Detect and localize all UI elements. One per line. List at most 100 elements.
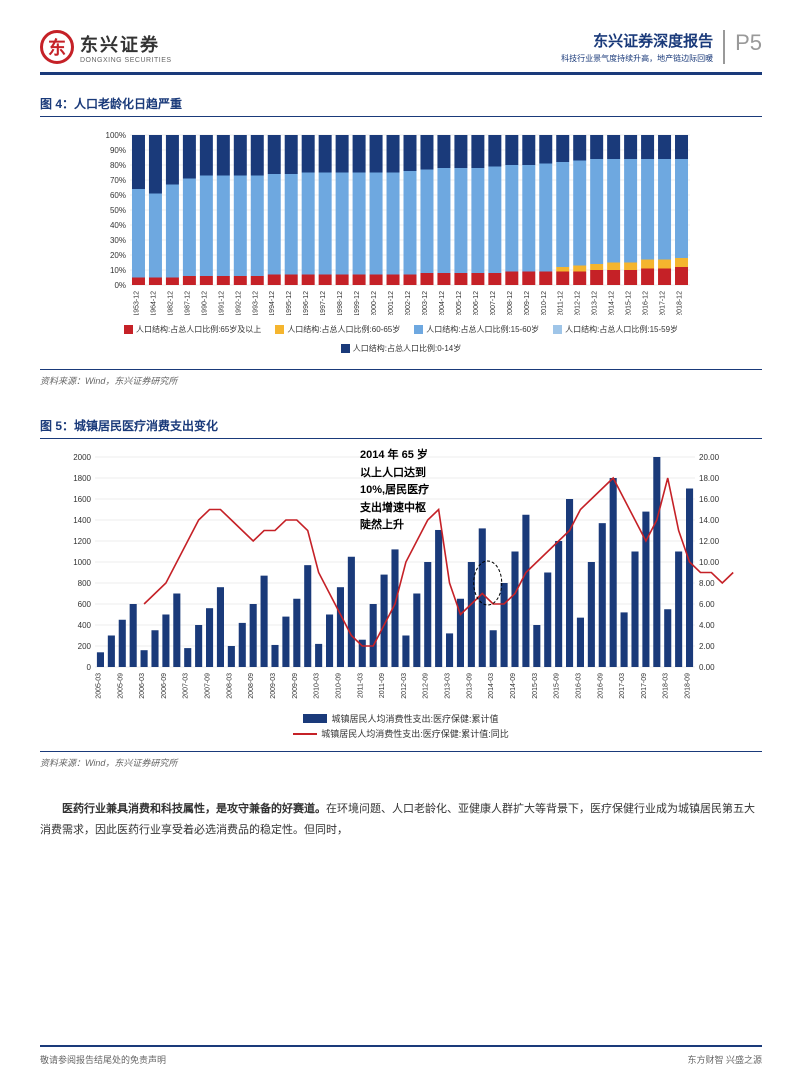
svg-text:4.00: 4.00 <box>699 621 715 630</box>
svg-text:400: 400 <box>78 621 92 630</box>
svg-text:1991-12: 1991-12 <box>218 291 225 315</box>
fig5-legend: 城镇居民人均消费性支出:医疗保健:累计值城镇居民人均消费性支出:医疗保健:累计值… <box>40 712 762 740</box>
fig4-chart: 0%10%20%30%40%50%60%70%80%90%100%1953-12… <box>40 125 762 365</box>
svg-text:2007-12: 2007-12 <box>490 291 497 315</box>
svg-text:2016-12: 2016-12 <box>643 291 650 315</box>
svg-text:2016-03: 2016-03 <box>575 673 582 699</box>
svg-text:2009-12: 2009-12 <box>524 291 531 315</box>
logo-block: 东 东兴证券 DONGXING SECURITIES <box>40 30 172 64</box>
report-title: 东兴证券深度报告 <box>561 30 713 51</box>
svg-text:2011-12: 2011-12 <box>558 291 565 315</box>
svg-text:90%: 90% <box>110 146 126 155</box>
svg-text:1996-12: 1996-12 <box>303 291 310 315</box>
fig5-chart: 2014 年 65 岁以上人口达到10%,居民医疗支出增速中枢陡然上升 0200… <box>40 447 762 747</box>
svg-text:60%: 60% <box>110 191 126 200</box>
svg-text:800: 800 <box>78 579 92 588</box>
svg-text:1994-12: 1994-12 <box>269 291 276 315</box>
svg-text:1953-12: 1953-12 <box>133 291 140 315</box>
svg-text:2013-09: 2013-09 <box>466 673 473 699</box>
svg-text:30%: 30% <box>110 236 126 245</box>
svg-text:2016-09: 2016-09 <box>597 673 604 699</box>
svg-text:40%: 40% <box>110 221 126 230</box>
svg-text:2017-03: 2017-03 <box>619 673 626 699</box>
svg-text:1990-12: 1990-12 <box>201 291 208 315</box>
svg-text:2018-03: 2018-03 <box>663 673 670 699</box>
para-bold: 医药行业兼具消费和科技属性，是攻守兼备的好赛道。 <box>62 803 326 815</box>
svg-text:2001-12: 2001-12 <box>388 291 395 315</box>
svg-text:20.00: 20.00 <box>699 453 720 462</box>
svg-text:1998-12: 1998-12 <box>337 291 344 315</box>
svg-text:2015-12: 2015-12 <box>626 291 633 315</box>
svg-text:2014-03: 2014-03 <box>488 673 495 699</box>
svg-text:2010-09: 2010-09 <box>335 673 342 699</box>
svg-text:2009-09: 2009-09 <box>292 673 299 699</box>
svg-text:2015-03: 2015-03 <box>532 673 539 699</box>
svg-text:2.00: 2.00 <box>699 642 715 651</box>
svg-text:100%: 100% <box>106 131 126 140</box>
svg-text:1992-12: 1992-12 <box>235 291 242 315</box>
svg-text:10%: 10% <box>110 266 126 275</box>
svg-text:200: 200 <box>78 642 92 651</box>
legend-item: 人口结构:占总人口比例:15-60岁 <box>414 324 539 335</box>
footer-left: 敬请参阅报告结尾处的免责声明 <box>40 1053 166 1066</box>
svg-text:2008-12: 2008-12 <box>507 291 514 315</box>
svg-text:1982-12: 1982-12 <box>167 291 174 315</box>
svg-text:2006-12: 2006-12 <box>473 291 480 315</box>
page-number: P5 <box>735 30 762 56</box>
legend-item: 人口结构:占总人口比例:65岁及以上 <box>124 324 261 335</box>
fig5-title: 图 5：城镇居民医疗消费支出变化 <box>40 417 762 439</box>
svg-text:2005-03: 2005-03 <box>95 673 102 699</box>
logo-cn: 东兴证券 <box>80 31 172 57</box>
svg-text:2006-09: 2006-09 <box>161 673 168 699</box>
svg-text:2017-09: 2017-09 <box>641 673 648 699</box>
logo-en: DONGXING SECURITIES <box>80 57 172 64</box>
svg-text:2008-03: 2008-03 <box>226 673 233 699</box>
svg-text:1987-12: 1987-12 <box>184 291 191 315</box>
svg-text:0%: 0% <box>114 281 126 290</box>
svg-text:2004-12: 2004-12 <box>439 291 446 315</box>
svg-text:1600: 1600 <box>73 495 91 504</box>
svg-text:2013-12: 2013-12 <box>592 291 599 315</box>
svg-text:50%: 50% <box>110 206 126 215</box>
fig5-source: 资料来源：Wind，东兴证券研究所 <box>40 751 762 769</box>
report-subtitle: 科技行业景气度持续升高，地产链边际回暖 <box>561 53 713 64</box>
svg-text:2012-03: 2012-03 <box>401 673 408 699</box>
svg-text:2014-12: 2014-12 <box>609 291 616 315</box>
legend-item: 人口结构:占总人口比例:15-59岁 <box>553 324 678 335</box>
svg-text:2010-12: 2010-12 <box>541 291 548 315</box>
svg-text:1000: 1000 <box>73 558 91 567</box>
svg-text:2002-12: 2002-12 <box>405 291 412 315</box>
fig5-annotation: 2014 年 65 岁以上人口达到10%,居民医疗支出增速中枢陡然上升 <box>360 447 429 535</box>
svg-text:2005-12: 2005-12 <box>456 291 463 315</box>
logo-icon: 东 <box>40 30 74 64</box>
svg-text:1800: 1800 <box>73 474 91 483</box>
svg-text:2007-09: 2007-09 <box>205 673 212 699</box>
svg-text:6.00: 6.00 <box>699 600 715 609</box>
svg-text:2000: 2000 <box>73 453 91 462</box>
fig4-source: 资料来源：Wind，东兴证券研究所 <box>40 369 762 387</box>
svg-text:14.00: 14.00 <box>699 516 720 525</box>
svg-text:8.00: 8.00 <box>699 579 715 588</box>
legend-bar-item: 城镇居民人均消费性支出:医疗保健:累计值 <box>303 712 498 725</box>
svg-text:2017-12: 2017-12 <box>660 291 667 315</box>
svg-text:2012-12: 2012-12 <box>575 291 582 315</box>
svg-text:2010-03: 2010-03 <box>314 673 321 699</box>
svg-text:1200: 1200 <box>73 537 91 546</box>
svg-text:12.00: 12.00 <box>699 537 720 546</box>
svg-text:2012-09: 2012-09 <box>423 673 430 699</box>
legend-item: 人口结构:占总人口比例:60-65岁 <box>275 324 400 335</box>
svg-text:0.00: 0.00 <box>699 663 715 672</box>
svg-text:2003-12: 2003-12 <box>422 291 429 315</box>
svg-text:10.00: 10.00 <box>699 558 720 567</box>
svg-text:2015-09: 2015-09 <box>554 673 561 699</box>
body-paragraph: 医药行业兼具消费和科技属性，是攻守兼备的好赛道。在环境问题、人口老龄化、亚健康人… <box>40 799 762 841</box>
page-footer: 敬请参阅报告结尾处的免责声明 东方财智 兴盛之源 <box>40 1045 762 1066</box>
svg-text:2000-12: 2000-12 <box>371 291 378 315</box>
svg-text:1999-12: 1999-12 <box>354 291 361 315</box>
fig4-legend: 人口结构:占总人口比例:65岁及以上 人口结构:占总人口比例:60-65岁 人口结构… <box>100 324 702 354</box>
svg-text:18.00: 18.00 <box>699 474 720 483</box>
svg-text:2007-03: 2007-03 <box>183 673 190 699</box>
header-divider <box>723 30 725 64</box>
footer-right: 东方财智 兴盛之源 <box>687 1053 762 1066</box>
svg-text:2011-03: 2011-03 <box>357 673 364 698</box>
